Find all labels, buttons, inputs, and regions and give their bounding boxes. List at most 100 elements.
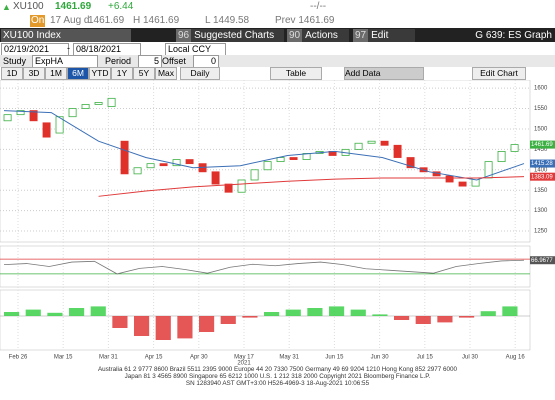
candle (497, 151, 506, 163)
price-tag-label: 1461.69 (531, 142, 553, 148)
code: 90 (287, 29, 303, 42)
histogram-bar (372, 314, 388, 316)
histogram-bar (134, 316, 150, 336)
panel (0, 245, 531, 288)
panel (0, 80, 531, 243)
candle (224, 183, 233, 193)
histogram-bar (329, 306, 345, 316)
footer-line: SN 1283940 AST GMT+3:00 H526-4969-3 18-A… (185, 380, 370, 387)
candle (445, 175, 454, 183)
candle (276, 157, 285, 163)
histogram-bar (220, 316, 236, 324)
histogram-bar (112, 316, 128, 328)
histogram-bar (264, 312, 280, 316)
ticker: XU100 (13, 1, 44, 12)
prev: Prev 1461.69 (275, 15, 335, 26)
frequency[interactable]: Daily (180, 67, 220, 80)
candle (29, 110, 38, 122)
y-tick-label: 1250 (534, 229, 548, 235)
period-button[interactable]: 1D (1, 67, 23, 80)
button[interactable]: 90 Actions (287, 29, 349, 42)
candle (354, 142, 363, 150)
histogram-bar (502, 306, 518, 316)
candle (42, 122, 51, 138)
histogram-bar (25, 309, 41, 316)
period-button[interactable]: 5Y (133, 67, 155, 80)
moving-average (3, 110, 525, 181)
candle (133, 167, 142, 175)
histogram-bar (242, 316, 258, 318)
button[interactable]: 97 Edit (353, 29, 415, 42)
chart: Feb 26 Mar 15 Mar 31 Apr 15 Apr 30 May 17 May … (0, 80, 555, 365)
candle (94, 102, 103, 105)
security[interactable]: XU100 Index (1, 29, 131, 42)
histogram-bar (155, 316, 171, 340)
candle (250, 169, 259, 181)
price-tag (530, 172, 555, 181)
y-tick-label: 1600 (534, 86, 548, 92)
x-tick-label: Jul 30 (462, 355, 479, 361)
x-tick-label: Aug 16 (506, 355, 526, 361)
x-tick-label: Jun 30 (371, 355, 390, 361)
candle (380, 140, 389, 146)
candle (211, 171, 220, 185)
histogram-bar (90, 306, 106, 316)
candle (107, 97, 116, 107)
up-arrow: ▲ (2, 2, 11, 12)
button[interactable]: 96 Suggested Charts (176, 29, 284, 42)
candle (393, 144, 402, 158)
histogram-bar (4, 312, 20, 316)
period-label: Period (105, 56, 132, 66)
price-tag (530, 159, 555, 168)
last-price: 1461.69 (55, 1, 92, 12)
y-tick-label: 1400 (534, 167, 548, 173)
y-tick-label: 1300 (534, 208, 548, 214)
code: 96 (176, 29, 192, 42)
on-label: On (30, 15, 46, 27)
histogram-bar (199, 316, 215, 332)
candle (406, 157, 415, 169)
candle (185, 159, 194, 165)
x-tick-label: Jun 15 (325, 355, 344, 361)
candle (81, 104, 90, 109)
histogram-bar (415, 316, 431, 324)
value-tag-label: 66.9677 (531, 258, 553, 264)
x-tick-label: Mar 15 (54, 355, 73, 361)
histogram-bar (177, 316, 193, 339)
candle (146, 163, 155, 169)
label: Suggested Charts (194, 30, 275, 41)
period-button[interactable]: 1Y (111, 67, 133, 80)
histogram-bar (480, 311, 496, 316)
add-data[interactable]: Add Data (344, 67, 424, 80)
x-tick-label: Apr 30 (190, 355, 208, 361)
candle (172, 159, 181, 167)
x-tick-label: Apr 15 (145, 355, 163, 361)
period-button[interactable]: 3D (23, 67, 45, 80)
label: Edit (371, 30, 389, 41)
period-button[interactable]: 1M (45, 67, 67, 80)
candle (510, 144, 519, 152)
candle (367, 140, 376, 144)
edit-chart[interactable]: Edit Chart (472, 67, 526, 80)
histogram-bar (394, 316, 410, 320)
table-button[interactable]: Table (270, 67, 322, 80)
page-code: G 639: ES Graph (475, 30, 552, 41)
open: 1461.69 (88, 15, 125, 26)
histogram-bar (307, 308, 323, 316)
period-button[interactable]: Max (155, 67, 177, 80)
candle (159, 163, 168, 167)
value-tag (530, 256, 555, 265)
period-button[interactable]: 6M (67, 67, 89, 80)
x-tick-label: Mar 31 (99, 355, 118, 361)
year-label: 2021 (237, 361, 251, 365)
period-button[interactable]: YTD (89, 67, 111, 80)
oscillator-line (3, 259, 525, 275)
high: H 1461.69 (133, 15, 180, 26)
histogram-bar (285, 309, 301, 316)
histogram-bar (69, 308, 85, 316)
candle (68, 108, 77, 118)
histogram-bar (47, 312, 63, 316)
candle (16, 110, 25, 116)
histogram-bar (459, 316, 475, 318)
